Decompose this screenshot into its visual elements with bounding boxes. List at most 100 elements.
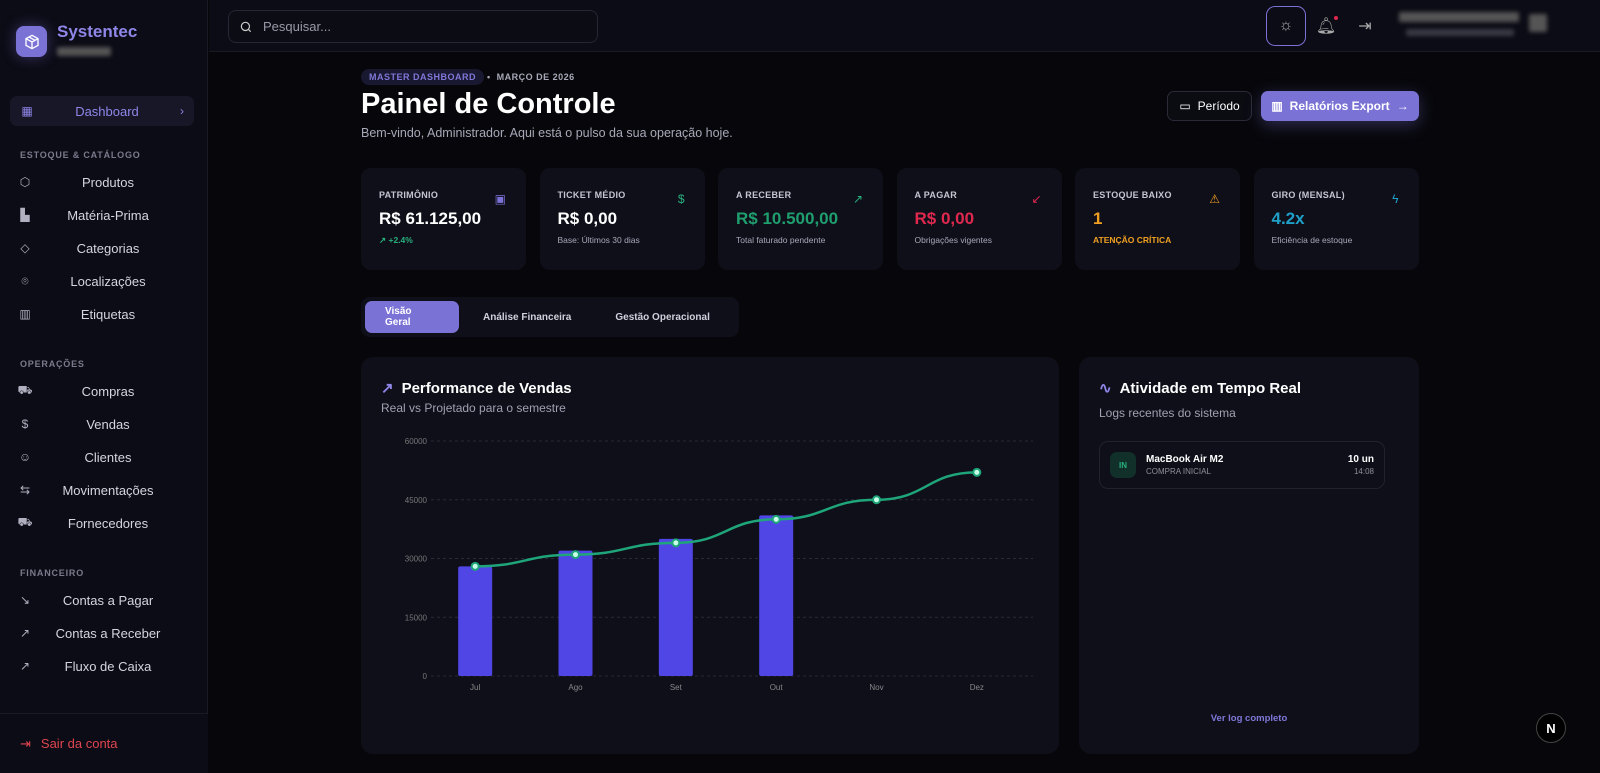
x-tick-label: Out [770, 683, 784, 692]
kpi-card: A RECEBER ↗ R$ 10.500,00 Total faturado pen… [718, 168, 883, 270]
period-button[interactable]: ▭ Período [1167, 91, 1252, 121]
exit-button[interactable]: ⇥ [1345, 6, 1385, 46]
page-title: Painel de Controle [361, 88, 616, 120]
date-text: MARÇO DE 2026 [496, 72, 575, 82]
kpi-card: TICKET MÉDIO $ R$ 0,00 Base: Últimos 30 dia… [539, 168, 705, 270]
kpi-card: ESTOQUE BAIXO ⚠ 1 ATENÇÃO CRÍTICA [1075, 168, 1240, 270]
kpi-title: TICKET MÉDIO [557, 190, 626, 200]
sidebar-item-label: Matéria-Prima [67, 207, 149, 223]
kpi-value: R$ 0,00 [914, 209, 975, 228]
sidebar-item-clientes[interactable]: ☺ Clientes [18, 445, 194, 469]
user-email-blurred [1406, 29, 1514, 36]
trending-up-icon: ↗ [381, 380, 394, 397]
sidebar-item-label: Compras [81, 383, 135, 399]
kpi-card: A PAGAR ↙ R$ 0,00 Obrigações vigentes [896, 168, 1062, 270]
sidebar-item-dashboard[interactable]: ▦ Dashboard › [10, 96, 194, 126]
sidebar-item-contas-a-pagar[interactable]: ↘ Contas a Pagar [18, 588, 194, 612]
warning-icon: ⚠ [1209, 192, 1220, 206]
sidebar-item-label: Etiquetas [80, 306, 136, 322]
box-icon [24, 34, 39, 49]
wallet-icon: ▣ [494, 192, 506, 206]
dashboard-badge: MASTER DASHBOARD [361, 69, 484, 85]
arrow-down-left-icon: ↙ [1031, 192, 1042, 206]
sidebar-item-etiquetas[interactable]: ▥ Etiquetas [18, 302, 194, 326]
sidebar-item-localiza-es[interactable]: ⌾ Localizações [18, 269, 194, 293]
next-dev-indicator[interactable]: N [1536, 713, 1566, 743]
tags-icon: ◇ [20, 241, 30, 255]
sidebar-item-mat-ria-prima[interactable]: ▙ Matéria-Prima [18, 203, 194, 227]
kpi-value: 1 [1093, 209, 1103, 228]
kpi-title: A RECEBER [736, 190, 792, 200]
y-tick-label: 15000 [405, 613, 428, 622]
panel-subtitle: Real vs Projetado para o semestre [381, 401, 566, 415]
kpi-title: ESTOQUE BAIXO [1093, 190, 1172, 200]
view-full-log-link[interactable]: Ver log completo [1210, 713, 1288, 724]
kpi-subtext: Total faturado pendente [736, 235, 826, 245]
kpi-subtext: Obrigações vigentes [914, 235, 993, 245]
log-item[interactable]: IN MacBook Air M2 COMPRA INICIAL 10 un 1… [1099, 441, 1385, 489]
sidebar-item-vendas[interactable]: $ Vendas [18, 412, 194, 436]
activity-panel: ∿ Atividade em Tempo Real Logs recentes d… [1079, 357, 1419, 754]
chevron-right-icon: › [180, 104, 184, 118]
theme-toggle-button[interactable]: ☼ [1266, 6, 1306, 46]
logout-icon: ⇥ [20, 735, 31, 751]
search-box[interactable] [228, 10, 598, 43]
arrow-up-right-icon: ↗ [19, 626, 31, 640]
trend-up-icon: ↗ [379, 235, 389, 245]
export-reports-button[interactable]: ▥ Relatórios Export → [1261, 91, 1419, 121]
panel-title: Performance de Vendas [401, 379, 572, 397]
truck-icon: ⛟ [17, 515, 33, 529]
y-tick-label: 60000 [405, 437, 428, 446]
sidebar-item-label: Produtos [81, 174, 135, 190]
sidebar-item-fluxo-de-caixa[interactable]: ↗ Fluxo de Caixa [18, 654, 194, 678]
x-tick-label: Dez [970, 683, 984, 692]
log-time: 14:08 [1353, 467, 1374, 476]
line-point-dez [972, 467, 982, 477]
date-label: • MARÇO DE 2026 [487, 72, 575, 82]
sales-performance-panel: ↗ Performance de Vendas Real vs Projetado… [361, 357, 1059, 754]
sidebar-item-label: Contas a Pagar [62, 592, 154, 608]
bar-ago [558, 550, 593, 676]
sidebar-item-label: Dashboard [75, 103, 139, 119]
sidebar-item-label: Categorias [76, 240, 140, 256]
tab-2[interactable]: Gestão Operacional [615, 311, 710, 323]
sun-icon: ☼ [1278, 17, 1294, 34]
sidebar-item-label: Contas a Receber [55, 625, 161, 641]
log-type: COMPRA INICIAL [1146, 467, 1211, 476]
sales-chart: 0 15000 30000 45000 60000 Jul Ago Set Out Nov Dez [405, 437, 1033, 692]
avatar[interactable] [1529, 14, 1547, 32]
line-point-set [671, 538, 681, 548]
sidebar-item-compras[interactable]: ⛟ Compras [17, 379, 194, 403]
dollar-icon: $ [677, 192, 685, 206]
page-subtitle: Bem-vindo, Administrador. Aqui está o pu… [361, 126, 733, 140]
logout-button[interactable]: ⇥ Sair da conta [0, 713, 208, 773]
sidebar-item-label: Fluxo de Caixa [64, 658, 152, 674]
sidebar-item-movimenta-es[interactable]: ⇆ Movimentações [18, 478, 194, 502]
bell-icon: 🔔︎ [1315, 16, 1339, 35]
sidebar-item-label: Fornecedores [67, 515, 149, 531]
notifications-button[interactable]: 🔔︎ [1306, 6, 1346, 46]
kpi-card: GIRO (MENSAL) ϟ 4.2x Eficiência de estoque [1253, 168, 1419, 270]
projected-line [475, 471, 977, 568]
sidebar-item-categorias[interactable]: ◇ Categorias [18, 236, 194, 260]
sidebar-item-fornecedores[interactable]: ⛟ Fornecedores [17, 511, 194, 535]
kpi-subtext: ATENÇÃO CRÍTICA [1093, 235, 1172, 245]
dollar-circle-icon: $ [21, 417, 29, 431]
bar-out [759, 515, 794, 676]
exit-icon: ⇥ [1358, 18, 1372, 35]
bar-jul [458, 566, 493, 676]
x-tick-label: Nov [869, 683, 883, 692]
search-input[interactable] [263, 19, 597, 34]
kpi-value: 4.2x [1271, 209, 1305, 228]
arrows-icon: ⇆ [19, 483, 31, 497]
line-point-nov [872, 495, 881, 505]
tab-0[interactable]: Visão Geral [365, 301, 459, 333]
dashboard-grid-icon: ▦ [21, 104, 33, 118]
topbar: ☼ 🔔︎ ⇥ [209, 0, 1600, 52]
tab-1[interactable]: Análise Financeira [483, 311, 572, 323]
users-icon: ☺ [18, 450, 32, 464]
sidebar-item-contas-a-receber[interactable]: ↗ Contas a Receber [18, 621, 194, 645]
sidebar-item-produtos[interactable]: ⬡ Produtos [18, 170, 194, 194]
sidebar-item-label: Vendas [86, 416, 130, 432]
kpi-value: R$ 61.125,00 [379, 209, 482, 228]
